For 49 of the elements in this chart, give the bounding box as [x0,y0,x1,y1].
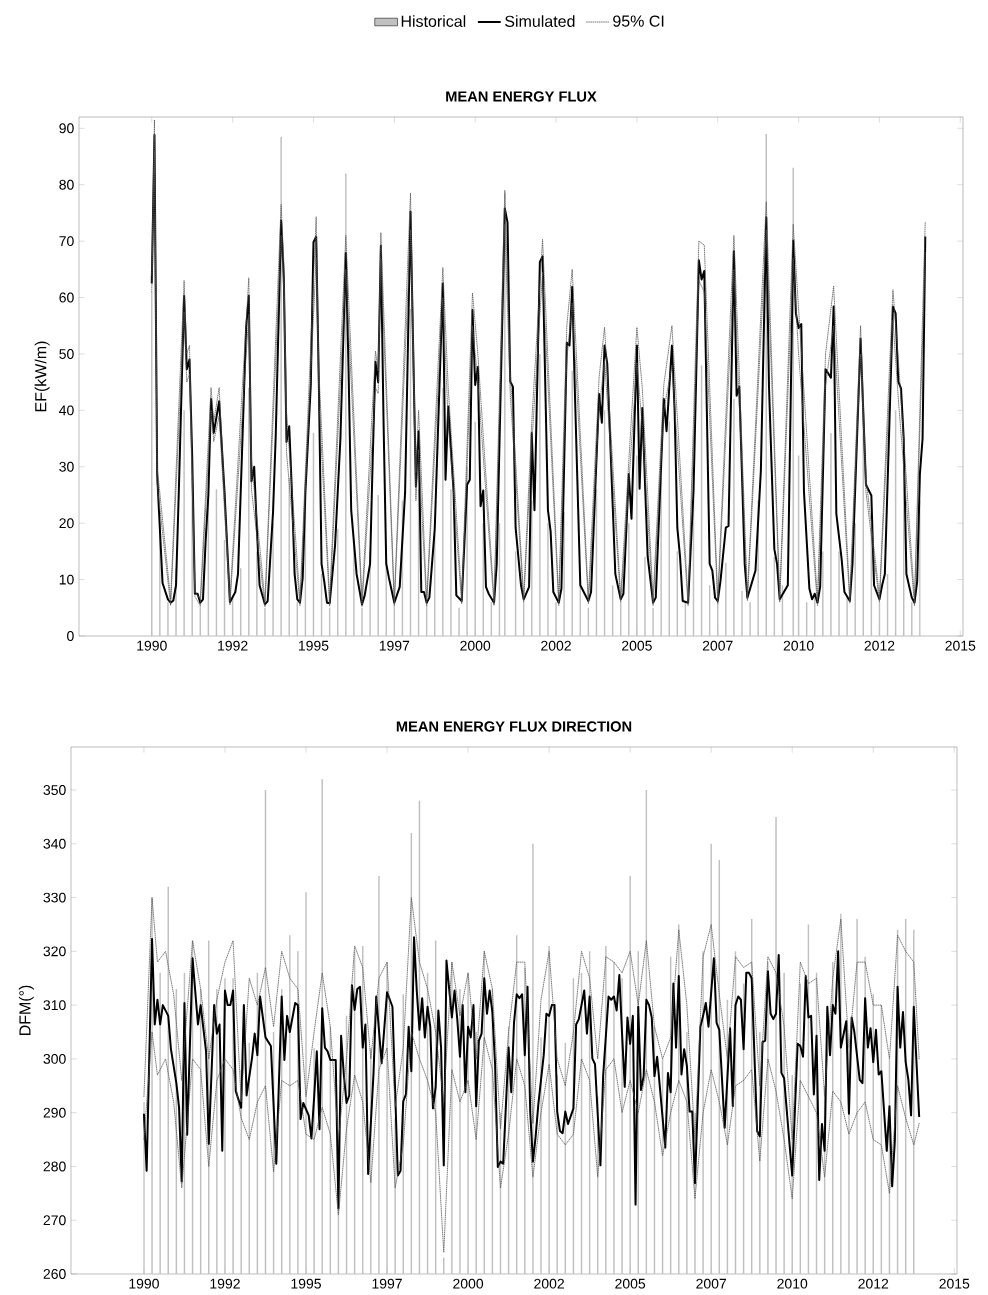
x-tick-label: 2010 [783,640,814,651]
x-tick-label: 2007 [702,640,733,651]
y-tick-label: 60 [59,292,74,303]
y-tick-label: 340 [43,838,66,849]
x-tick-label: 2002 [541,640,571,651]
chart-title: MEAN ENERGY FLUX DIRECTION [396,721,632,732]
y-tick-label: 280 [43,1161,66,1172]
legend-label: Historical [401,15,466,27]
x-tick-label: 2000 [460,640,491,651]
x-tick-label: 2000 [453,1278,484,1289]
x-tick-label: 1997 [379,640,410,651]
y-tick-label: 270 [43,1215,66,1226]
y-axis-title: DFM(°) [18,985,34,1036]
legend-label: 95% CI [613,15,664,27]
x-tick-label: 2015 [945,640,976,651]
x-tick-label: 2015 [939,1278,970,1289]
y-tick-label: 80 [59,179,74,190]
y-tick-label: 20 [59,518,74,529]
y-tick-label: 300 [43,1053,66,1064]
y-tick-label: 310 [43,1000,66,1011]
y-tick-label: 90 [59,123,74,134]
y-tick-label: 40 [59,405,74,416]
x-tick-label: 2010 [777,1278,808,1289]
x-tick-label: 1992 [218,640,248,651]
y-tick-label: 290 [43,1107,66,1118]
y-tick-label: 10 [59,574,74,585]
y-tick-label: 70 [59,236,74,247]
y-tick-label: 320 [43,946,66,957]
x-tick-label: 2005 [615,1278,646,1289]
x-tick-label: 1997 [372,1278,402,1289]
y-tick-label: 0 [67,631,74,641]
x-tick-label: 1995 [298,640,329,651]
y-tick-label: 350 [43,785,66,795]
x-tick-label: 2005 [622,640,652,651]
x-tick-label: 1990 [137,640,167,651]
y-tick-label: 30 [59,461,74,472]
y-tick-label: 330 [43,892,66,903]
x-tick-label: 2002 [534,1278,564,1289]
y-axis-title: EF(kW/m) [34,341,50,412]
x-tick-label: 1990 [129,1278,159,1289]
x-tick-label: 1992 [210,1278,240,1289]
chart-title: MEAN ENERGY FLUX [446,91,597,102]
legend-label: Simulated [505,15,575,27]
y-tick-label: 260 [43,1269,66,1279]
x-tick-label: 1995 [291,1278,321,1289]
y-tick-label: 50 [59,349,74,359]
x-tick-label: 2012 [864,640,895,651]
x-tick-label: 2012 [858,1278,889,1289]
x-tick-label: 2007 [696,1278,727,1289]
